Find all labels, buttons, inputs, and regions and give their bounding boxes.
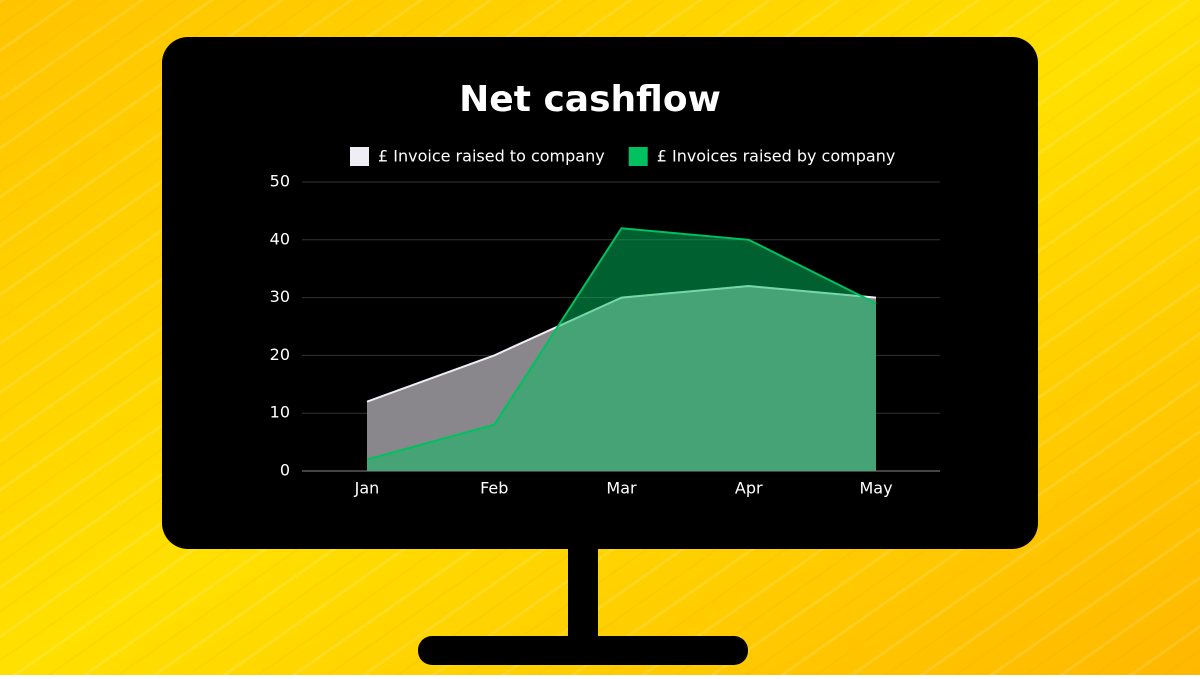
x-tick-label: Feb bbox=[480, 479, 508, 498]
area-line bbox=[366, 227, 877, 461]
y-tick-label: 40 bbox=[270, 229, 290, 248]
x-tick-label: Mar bbox=[606, 479, 637, 498]
x-tick-label: Jan bbox=[354, 479, 380, 498]
x-tick-label: May bbox=[859, 479, 892, 498]
legend-swatch bbox=[628, 147, 648, 166]
area-fill bbox=[367, 228, 876, 471]
y-tick-label: 50 bbox=[270, 172, 290, 191]
chart-title: Net cashflow bbox=[459, 79, 721, 120]
y-tick-label: 10 bbox=[270, 403, 290, 422]
x-tick-label: Apr bbox=[735, 479, 763, 498]
y-tick-label: 30 bbox=[270, 287, 290, 306]
legend-swatch bbox=[350, 147, 369, 166]
y-tick-label: 20 bbox=[270, 345, 290, 364]
monitor-neck bbox=[568, 540, 598, 640]
legend-label: £ Invoice raised to company bbox=[378, 147, 605, 166]
y-tick-label: 0 bbox=[280, 461, 290, 480]
monitor-base bbox=[418, 636, 748, 665]
legend-label: £ Invoices raised by company bbox=[657, 147, 896, 166]
